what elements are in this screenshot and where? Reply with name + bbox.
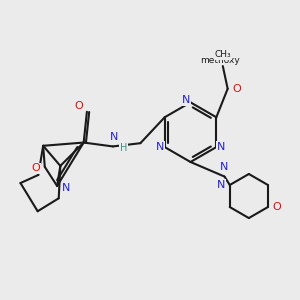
Text: methoxy: methoxy <box>214 54 220 56</box>
Text: N: N <box>182 94 190 105</box>
Text: CH₃: CH₃ <box>214 50 231 59</box>
Text: N: N <box>62 183 70 193</box>
Text: O: O <box>31 164 40 173</box>
Text: N: N <box>220 163 229 172</box>
Text: H: H <box>119 143 127 153</box>
Text: N: N <box>156 142 164 152</box>
Text: methoxy: methoxy <box>200 56 239 65</box>
Text: O: O <box>232 84 241 94</box>
Text: N: N <box>217 142 225 152</box>
Text: N: N <box>110 132 118 142</box>
Text: N: N <box>217 180 225 190</box>
Text: O: O <box>74 101 83 111</box>
Text: O: O <box>273 202 281 212</box>
